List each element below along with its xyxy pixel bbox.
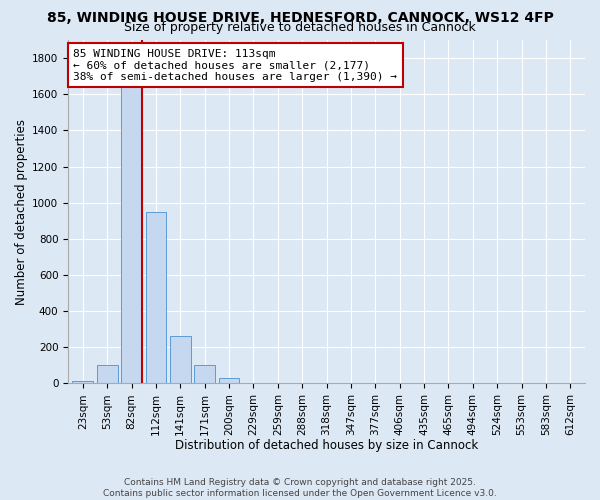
Bar — [121, 76, 142, 384]
Bar — [170, 336, 191, 384]
Bar — [97, 366, 118, 384]
Bar — [146, 212, 166, 384]
Text: Size of property relative to detached houses in Cannock: Size of property relative to detached ho… — [124, 21, 476, 34]
Text: 85 WINDING HOUSE DRIVE: 113sqm
← 60% of detached houses are smaller (2,177)
38% : 85 WINDING HOUSE DRIVE: 113sqm ← 60% of … — [73, 48, 397, 82]
Text: Contains HM Land Registry data © Crown copyright and database right 2025.
Contai: Contains HM Land Registry data © Crown c… — [103, 478, 497, 498]
Bar — [194, 366, 215, 384]
X-axis label: Distribution of detached houses by size in Cannock: Distribution of detached houses by size … — [175, 440, 478, 452]
Bar — [73, 381, 93, 384]
Y-axis label: Number of detached properties: Number of detached properties — [15, 118, 28, 304]
Bar — [218, 378, 239, 384]
Text: 85, WINDING HOUSE DRIVE, HEDNESFORD, CANNOCK, WS12 4FP: 85, WINDING HOUSE DRIVE, HEDNESFORD, CAN… — [47, 11, 553, 25]
